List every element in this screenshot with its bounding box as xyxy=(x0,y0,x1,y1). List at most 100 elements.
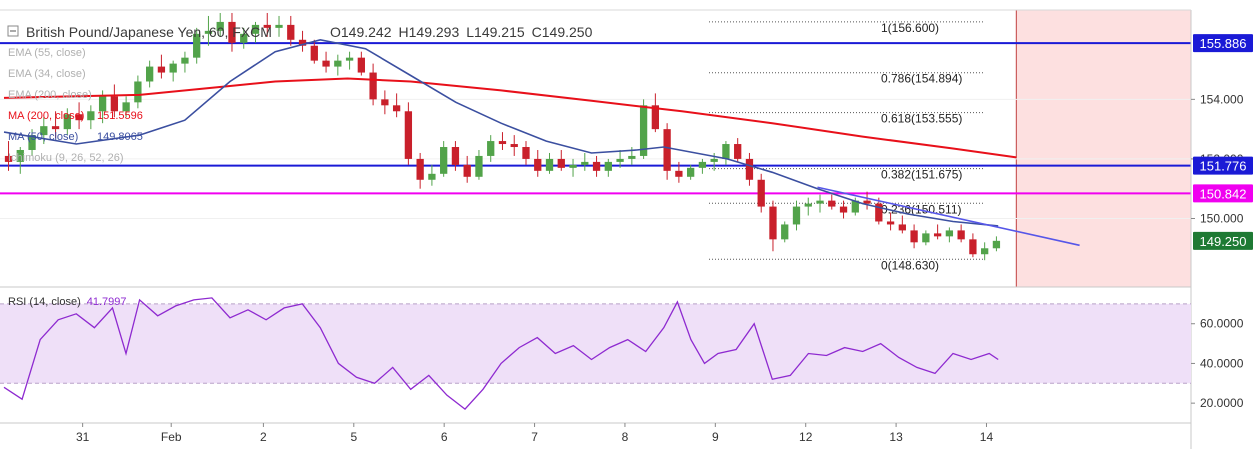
candle-body xyxy=(828,200,836,207)
candle-body xyxy=(63,114,71,130)
candle-body xyxy=(722,144,730,159)
candle-body xyxy=(969,239,977,255)
candle-body xyxy=(275,24,283,28)
candle-body xyxy=(628,155,636,159)
last-price-box xyxy=(1193,231,1253,250)
candle-body xyxy=(146,66,154,82)
time-tick-label: 8 xyxy=(622,430,629,444)
candle-body xyxy=(781,224,789,240)
rsi-line xyxy=(3,297,999,410)
candle-body xyxy=(169,63,177,73)
fib-level-label: 0.618(153.555) xyxy=(881,112,962,126)
candle-body xyxy=(475,155,483,177)
candle-body xyxy=(933,233,942,237)
candle-body xyxy=(157,66,166,73)
candle-body xyxy=(651,105,660,130)
candle-body xyxy=(240,33,248,43)
indicator-value: 149.8065 xyxy=(97,131,143,143)
price-grid xyxy=(0,98,1191,219)
ohlc-readout: O149.242 H149.293 L149.215 C149.250 xyxy=(330,24,593,40)
candle-body xyxy=(428,173,436,180)
candle-body xyxy=(816,200,824,204)
level-label-box xyxy=(1193,184,1253,203)
candle-body xyxy=(334,60,342,67)
candle-body xyxy=(545,158,554,171)
candle-body xyxy=(4,155,13,162)
candle-body xyxy=(193,33,201,58)
price-tick-label: 154.000 xyxy=(1200,92,1244,106)
candle-body xyxy=(686,167,695,177)
candle-body xyxy=(522,147,530,159)
candle-body xyxy=(322,60,330,67)
fib-level-label: 0.382(151.675) xyxy=(881,168,962,182)
candle-body xyxy=(698,161,707,168)
candle-body xyxy=(639,105,648,156)
candle-body xyxy=(87,111,95,121)
candle-body xyxy=(863,200,871,204)
candle-body xyxy=(310,45,318,61)
level-label-text: 151.776 xyxy=(1200,159,1247,174)
candle-body xyxy=(604,161,612,171)
trend-line xyxy=(817,186,1080,247)
candle-body xyxy=(392,105,401,112)
candle-body xyxy=(75,114,83,121)
fib-level-label: 0(148.630) xyxy=(881,258,939,272)
rsi-tick-label: 20.0000 xyxy=(1200,396,1244,410)
candle-body xyxy=(569,164,577,168)
rsi-label: RSI (14, close) 41.7997 xyxy=(8,296,127,308)
candle-body xyxy=(769,206,777,240)
candle-body xyxy=(298,39,307,46)
indicator-label: EMA (34, close) xyxy=(8,68,86,80)
candle-body xyxy=(957,230,965,240)
candle-body xyxy=(287,24,295,40)
candle-body xyxy=(181,57,189,64)
rsi-tick-label: 40.0000 xyxy=(1200,356,1244,370)
candle-body xyxy=(357,57,365,73)
candle-body xyxy=(16,149,24,162)
indicator-label: Ichimoku (9, 26, 52, 26) xyxy=(8,152,124,164)
candle-body xyxy=(875,203,883,222)
level-label-text: 150.842 xyxy=(1200,186,1247,201)
candle-body xyxy=(663,129,671,171)
candle-body xyxy=(851,200,859,213)
candle-body xyxy=(228,21,236,43)
price-tick-label: 150.000 xyxy=(1200,211,1244,225)
symbol-title: British Pound/Japanese Yen, 60, FXCM xyxy=(26,24,272,40)
candle-body xyxy=(992,240,1001,249)
candle-body xyxy=(28,135,36,150)
candle-body xyxy=(487,141,495,156)
indicator-legend: EMA (55, close) EMA (34, close) EMA (200, … xyxy=(8,47,143,164)
candle-body xyxy=(251,24,260,34)
level-label-box xyxy=(1193,34,1253,53)
candle-body xyxy=(616,158,624,162)
candle-body xyxy=(534,158,542,171)
candle-body xyxy=(110,96,119,112)
candle-body xyxy=(804,203,812,207)
candle-body xyxy=(369,72,377,100)
rsi-band xyxy=(0,303,1191,384)
ma-50-line xyxy=(3,38,999,227)
candle-body xyxy=(416,158,424,180)
candle-body xyxy=(345,57,354,61)
candle-body xyxy=(204,30,213,34)
time-tick-label: 5 xyxy=(350,430,357,444)
indicator-label: MA (200, close) xyxy=(8,110,84,122)
time-tick-label: 9 xyxy=(712,430,719,444)
time-tick-label: 14 xyxy=(980,430,994,444)
indicator-value: 151.5596 xyxy=(97,110,143,122)
candle-body xyxy=(839,206,848,213)
candle-body xyxy=(440,147,448,174)
indicator-label: EMA (55, close) xyxy=(8,47,86,59)
candle-body xyxy=(581,161,589,165)
rsi-tick-label: 60.0000 xyxy=(1200,317,1244,331)
last-price-text: 149.250 xyxy=(1200,234,1247,249)
level-label-box xyxy=(1193,156,1253,175)
candle-body xyxy=(51,126,60,130)
candle-body xyxy=(510,144,518,148)
candlesticks xyxy=(4,12,1001,261)
time-tick-label: 6 xyxy=(441,430,448,444)
ma-200-line xyxy=(3,77,1017,159)
candle-body xyxy=(592,161,601,171)
candle-body xyxy=(40,126,48,136)
